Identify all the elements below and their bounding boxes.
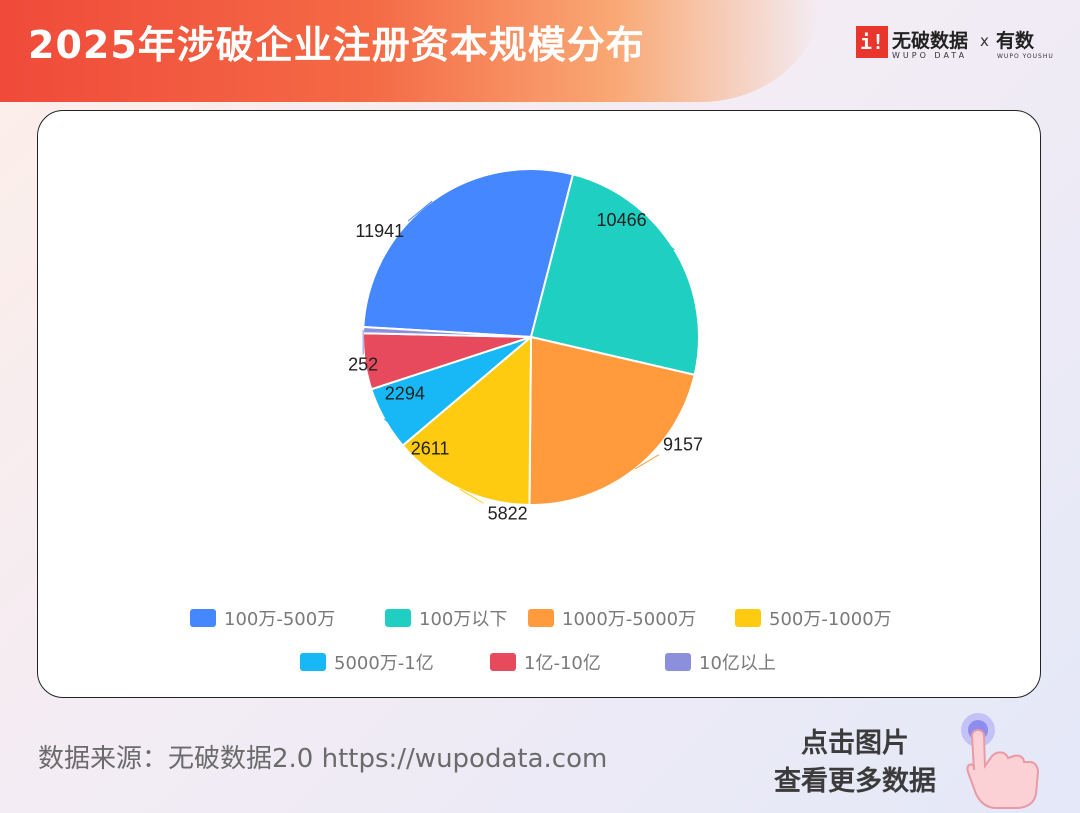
legend-swatch (190, 609, 216, 627)
page-title: 2025年涉破企业注册资本规模分布 (28, 23, 645, 67)
legend-label: 500万-1000万 (769, 609, 892, 630)
label-leader-line (650, 229, 675, 251)
pointing-hand-icon[interactable] (952, 706, 1042, 810)
legend-label: 1000万-5000万 (562, 609, 697, 630)
legend-swatch (300, 653, 326, 671)
partner-name: 有数 (996, 30, 1035, 52)
legend-swatch (528, 609, 554, 627)
brand-separator: x (980, 32, 989, 50)
data-label: 11941 (355, 221, 404, 241)
label-leader-line (459, 488, 484, 504)
legend-label: 5000万-1亿 (334, 653, 434, 674)
brand-name: 无破数据 (892, 30, 969, 52)
label-leader-line (407, 200, 433, 222)
title-banner: 2025年涉破企业注册资本规模分布 (0, 0, 820, 102)
label-leader-line (634, 454, 660, 470)
cta-line-2: 查看更多数据 (774, 766, 936, 797)
data-source-note: 数据来源：无破数据2.0 https://wupodata.com (38, 744, 608, 774)
data-label: 10466 (597, 210, 647, 230)
legend-item[interactable]: 100万-500万 (190, 608, 336, 630)
cta-line-1: 点击图片 (801, 728, 909, 759)
legend-swatch (385, 609, 411, 627)
partner-subtitle: WUPO YOUSHU (997, 53, 1054, 60)
legend-item[interactable]: 1000万-5000万 (528, 608, 697, 630)
data-label: 9157 (663, 435, 703, 455)
wupo-logo-icon: i! (856, 26, 888, 58)
pie-slice[interactable] (528, 335, 696, 506)
pie-chart: 11941 10466 9157 5822 2611 2294 252 (348, 168, 703, 523)
data-label: 5822 (488, 503, 528, 523)
legend-item[interactable]: 10亿以上 (665, 652, 776, 674)
pie-slice[interactable] (362, 168, 575, 339)
data-label: 252 (348, 354, 378, 374)
label-leader-line (364, 361, 382, 384)
legend-label: 100万-500万 (224, 609, 336, 630)
legend-swatch (735, 609, 761, 627)
chart-card: 11941 10466 9157 5822 2611 2294 252 100万-500万 1… (37, 110, 1041, 698)
legend-label: 100万以下 (419, 609, 508, 630)
legend-item[interactable]: 5000万-1亿 (300, 652, 434, 674)
label-leader-line (383, 418, 408, 440)
data-label: 2294 (385, 384, 425, 404)
legend-label: 10亿以上 (699, 653, 776, 674)
legend-item[interactable]: 500万-1000万 (735, 608, 892, 630)
legend-label: 1亿-10亿 (524, 653, 601, 674)
legend-swatch (490, 653, 516, 671)
legend-item[interactable]: 100万以下 (385, 608, 508, 630)
legend-item[interactable]: 1亿-10亿 (490, 652, 601, 674)
view-more-cta[interactable]: 点击图片 查看更多数据 (760, 725, 950, 801)
data-label: 2611 (411, 439, 450, 459)
brand-subtitle: WUPO DATA (892, 51, 968, 60)
legend-swatch (665, 653, 691, 671)
